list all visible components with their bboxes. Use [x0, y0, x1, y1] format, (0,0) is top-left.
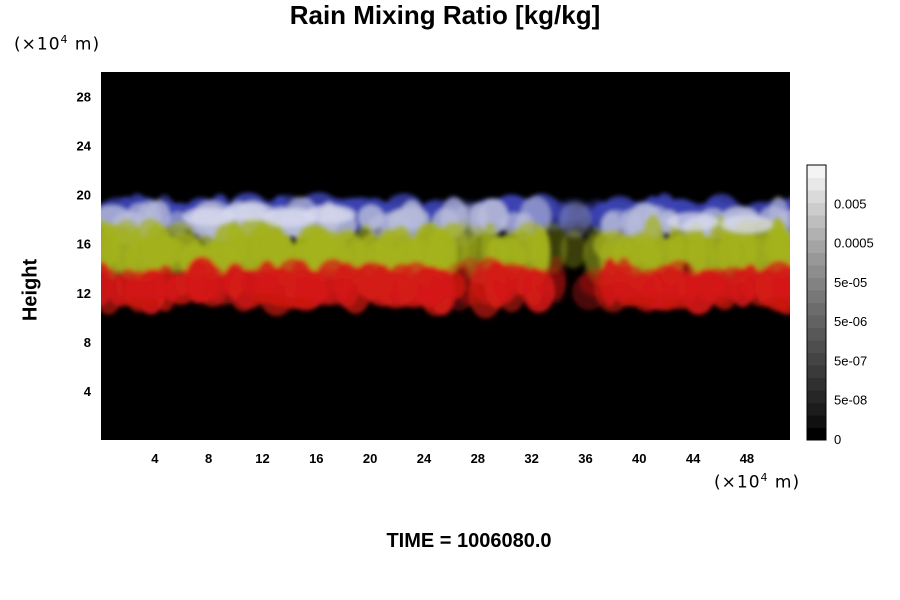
rain-cell: [303, 205, 356, 224]
y-tick-label: 8: [84, 335, 91, 350]
y-unit-label: (×104 m): [14, 33, 101, 55]
x-tick-label: 44: [686, 451, 701, 466]
x-tick-label: 24: [417, 451, 432, 466]
y-tick-label: 20: [77, 188, 91, 203]
y-axis-ticks: 4 8 12 16 20 24 28: [77, 90, 92, 399]
colorbar-tick-label: 0.0005: [834, 236, 874, 251]
colorbar-swatch: [807, 327, 826, 341]
colorbar-swatch: [807, 402, 826, 416]
time-label: TIME = 1006080.0: [386, 530, 552, 552]
colorbar-swatch: [807, 415, 826, 428]
colorbar-swatch: [807, 165, 826, 178]
colorbar-tick-label: 5e-05: [834, 275, 867, 290]
colorbar-swatch: [807, 177, 826, 191]
colorbar-tick-labels: 0.005 0.0005 5e-05 5e-06 5e-07 5e-08 0: [834, 196, 874, 447]
rain-cell: [667, 212, 720, 231]
x-tick-label: 28: [471, 451, 485, 466]
colorbar-frame: [806, 164, 827, 441]
rain-cell: [477, 198, 509, 235]
colorbar-swatch: [807, 290, 826, 303]
y-tick-label: 28: [77, 90, 91, 105]
colorbar: [806, 164, 827, 441]
x-tick-label: 4: [151, 451, 159, 466]
colorbar-swatch: [807, 377, 826, 391]
colorbar-swatch: [807, 365, 826, 378]
colorbar-swatch: [807, 252, 826, 266]
rain-cell: [223, 202, 276, 221]
x-tick-label: 36: [578, 451, 592, 466]
chart-title: Rain Mixing Ratio [kg/kg]: [289, 0, 601, 30]
rain-cell: [182, 207, 235, 226]
rain-cell: [123, 297, 160, 308]
colorbar-tick-label: 5e-06: [834, 314, 867, 329]
colorbar-swatch: [807, 190, 826, 203]
colorbar-tick-label: 0.005: [834, 196, 867, 211]
rain-cell: [559, 201, 591, 239]
x-tick-label: 20: [363, 451, 377, 466]
rain-cell: [720, 215, 773, 234]
y-tick-label: 4: [84, 384, 92, 399]
x-tick-label: 12: [255, 451, 269, 466]
rain-cell: [661, 298, 698, 309]
x-tick-label: 8: [205, 451, 212, 466]
x-unit-label: (×104 m): [714, 471, 801, 493]
colorbar-swatch: [807, 227, 826, 241]
rain-cell: [263, 208, 316, 227]
x-tick-label: 48: [740, 451, 754, 466]
colorbar-swatch: [807, 215, 826, 228]
colorbar-swatch: [807, 315, 826, 328]
rain-cell: [251, 293, 288, 304]
colorbar-swatch: [807, 240, 826, 253]
x-tick-label: 16: [309, 451, 323, 466]
colorbar-tick-label: 5e-08: [834, 393, 867, 408]
colorbar-swatch: [807, 265, 826, 278]
rain-cell: [547, 255, 567, 304]
y-tick-label: 16: [77, 237, 91, 252]
rain-cell: [621, 296, 658, 307]
colorbar-swatch: [807, 302, 826, 316]
colorbar-swatch: [807, 390, 826, 403]
colorbar-tick-label: 5e-07: [834, 353, 867, 368]
colorbar-tick-label: 0: [834, 432, 841, 447]
x-axis-ticks: 4 8 12 16 20 24 28 32 36 40 44 48: [151, 451, 754, 466]
rain-cell: [560, 230, 587, 269]
y-tick-label: 12: [77, 286, 91, 301]
colorbar-swatch: [807, 427, 826, 441]
rain-cell: [762, 297, 790, 308]
x-tick-label: 32: [524, 451, 538, 466]
x-tick-label: 40: [632, 451, 646, 466]
y-tick-label: 24: [77, 139, 92, 154]
colorbar-swatch: [807, 352, 826, 366]
rain-cell: [773, 265, 790, 299]
colorbar-swatch: [807, 277, 826, 291]
colorbar-swatch: [807, 340, 826, 353]
rain-field: [101, 192, 790, 319]
colorbar-swatch: [807, 202, 826, 216]
rain-cell: [278, 297, 315, 308]
